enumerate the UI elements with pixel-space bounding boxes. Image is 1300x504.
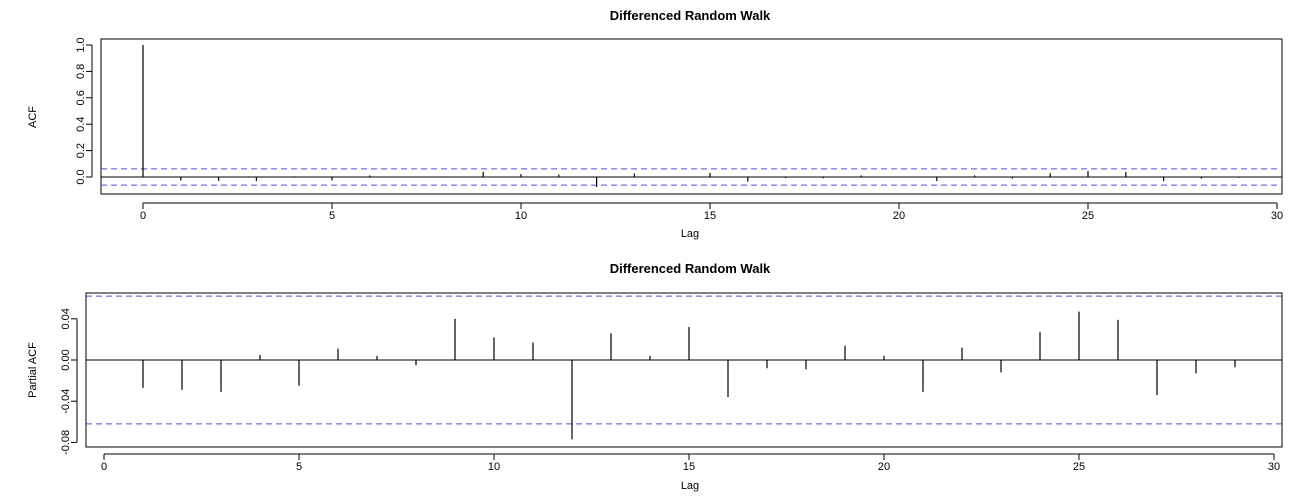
acf-x-axis: 0 5 10 15 20 25 30	[140, 202, 1283, 222]
acf-chart-title: Differenced Random Walk	[610, 8, 771, 23]
acf-y-tick-label: 0.8	[75, 64, 87, 79]
pacf-x-tick-label: 10	[488, 461, 500, 473]
acf-y-tick-label: 0.6	[75, 90, 87, 105]
pacf-marks	[86, 295, 1282, 440]
acf-plot-frame	[100, 38, 1283, 195]
pacf-x-tick-label: 5	[296, 461, 302, 473]
pacf-plot-frame	[85, 292, 1283, 448]
acf-x-axis-label: Lag	[681, 228, 699, 240]
acf-y-tick-label: 0.2	[75, 143, 87, 158]
acf-x-tick-label: 15	[704, 210, 716, 222]
pacf-x-tick-label: 20	[878, 461, 890, 473]
acf-x-tick-label: 10	[515, 210, 527, 222]
acf-x-tick-label: 5	[329, 210, 335, 222]
acf-x-tick-label: 20	[893, 210, 905, 222]
pacf-y-tick-label: 0.04	[60, 308, 72, 329]
pacf-y-axis-label: Partial ACF	[27, 342, 39, 398]
pacf-y-tick-label: -0.04	[60, 389, 72, 414]
pacf-x-tick-label: 0	[101, 461, 107, 473]
pacf-x-axis: 0 5 10 15 20 25 30	[101, 453, 1280, 473]
pacf-panel: Differenced Random Walk 0 5 10 15 20 25 30 -0.…	[27, 261, 1283, 492]
acf-panel: Differenced Random Walk 0 5 10 15 20 25 30 0.0…	[27, 8, 1283, 240]
acf-x-tick-label: 30	[1271, 210, 1283, 222]
pacf-chart-title: Differenced Random Walk	[610, 261, 771, 276]
pacf-y-tick-label: 0.00	[60, 349, 72, 370]
acf-y-tick-label: 0.0	[75, 169, 87, 184]
pacf-y-tick-label: -0.08	[60, 430, 72, 455]
pacf-x-tick-label: 25	[1073, 461, 1085, 473]
acf-y-axis: 0.0 0.2 0.4 0.6 0.8 1.0	[75, 37, 93, 185]
pacf-x-axis-label: Lag	[681, 480, 699, 492]
pacf-y-axis: -0.08 -0.04 0.00 0.04	[60, 308, 78, 455]
pacf-x-tick-label: 15	[683, 461, 695, 473]
acf-x-tick-label: 0	[140, 210, 146, 222]
acf-marks	[101, 45, 1282, 188]
acf-x-tick-label: 25	[1082, 210, 1094, 222]
acf-y-axis-label: ACF	[27, 106, 39, 128]
acf-y-tick-label: 1.0	[75, 37, 87, 52]
pacf-x-tick-label: 30	[1268, 461, 1280, 473]
acf-y-tick-label: 0.4	[75, 117, 87, 132]
